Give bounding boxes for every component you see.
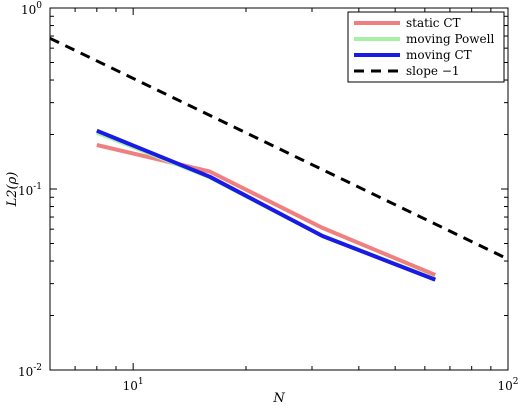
series-layer	[49, 36, 509, 282]
series-line-0	[96, 143, 437, 277]
x-axis-label: N	[272, 391, 285, 406]
series-line-2	[96, 128, 437, 282]
legend-label-2: moving CT	[406, 48, 472, 62]
legend-label-1: moving Powell	[406, 32, 494, 46]
y-tick-label: 100	[21, 1, 42, 17]
y-tick-label: 10-1	[18, 182, 42, 198]
ticks-layer: 101 102 10-2 10-1 100	[18, 1, 519, 393]
x-tick-label: 102	[497, 377, 518, 393]
legend: static CT moving Powell moving CT slope −1	[347, 11, 505, 83]
y-axis-label: L2(ρ)	[5, 172, 20, 208]
x-tick-label: 101	[123, 377, 144, 393]
y-tick-label: 10-2	[18, 363, 42, 379]
legend-label-3: slope −1	[406, 64, 460, 78]
legend-label-0: static CT	[406, 16, 461, 30]
